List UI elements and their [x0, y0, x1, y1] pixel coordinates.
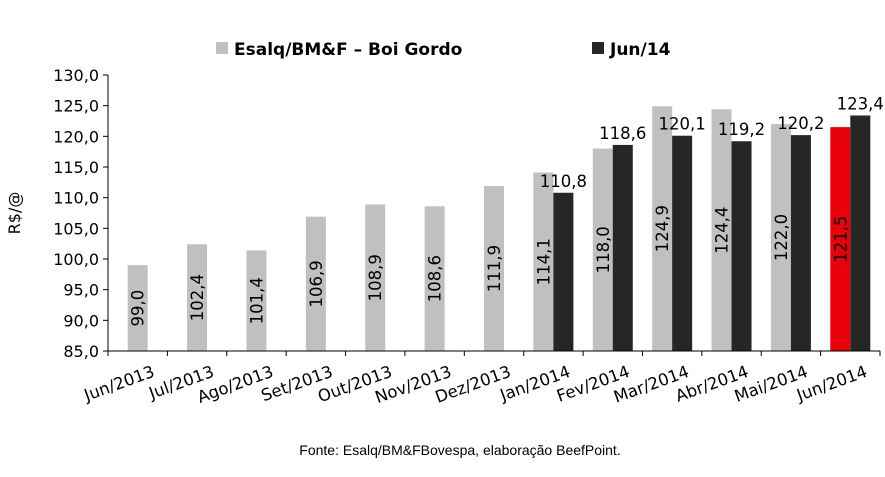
x-axis: Jun/2013Jul/2013Ago/2013Set/2013Out/2013… [81, 350, 881, 407]
bar-secondary [850, 115, 871, 351]
legend-swatch [216, 42, 228, 54]
bar-primary [592, 148, 613, 351]
y-tick-label: 100,0 [53, 250, 99, 269]
bar-primary [533, 172, 554, 351]
bar-primary-value-label: 99,0 [129, 290, 148, 327]
bar-secondary [672, 135, 693, 351]
bar-primary-value-label: 108,6 [426, 255, 445, 302]
y-tick-label: 85,0 [63, 342, 99, 361]
legend-swatch [592, 42, 604, 54]
bar-secondary [731, 141, 752, 351]
bar-primary [830, 127, 851, 351]
y-tick-label: 95,0 [63, 281, 99, 300]
bar-primary-value-label: 101,4 [247, 277, 266, 324]
bar-primary [246, 250, 267, 351]
bar-primary [770, 124, 791, 351]
bar-primary [127, 265, 148, 351]
y-tick-label: 105,0 [53, 219, 99, 238]
bar-primary-value-label: 124,9 [653, 205, 672, 252]
bar-primary-value-label: 111,9 [485, 245, 504, 292]
bar-secondary [790, 135, 811, 351]
bar-primary-value-label: 108,9 [366, 254, 385, 301]
bar-secondary [612, 144, 633, 351]
bar-primary-value-label: 122,0 [772, 214, 791, 261]
bar-primary [424, 206, 445, 351]
bar-secondary-value-label: 110,8 [540, 172, 587, 191]
bar-secondary-value-label: 119,2 [718, 120, 765, 139]
bar-secondary-value-label: 120,2 [777, 114, 824, 133]
y-axis: 85,0 90,0 95,0 100,0 105,0 110,0 115,0 120,0 125… [53, 66, 109, 361]
legend-label: Jun/14 [609, 40, 671, 60]
bar-primary-value-label: 102,4 [188, 274, 207, 321]
y-tick-label: 90,0 [63, 311, 99, 330]
bar-primary [484, 186, 504, 351]
y-tick-label: 120,0 [53, 127, 99, 146]
source-note: Fonte: Esalq/BM&FBovespa, elaboração Bee… [299, 442, 620, 458]
legend: Esalq/BM&F – Boi Gordo Jun/14 [216, 40, 671, 60]
legend-label: Esalq/BM&F – Boi Gordo [234, 40, 462, 60]
y-tick-label: 110,0 [53, 189, 99, 208]
y-axis-label: R$/@ [5, 192, 24, 235]
bar-primary-value-label: 106,9 [307, 260, 326, 307]
y-tick-label: 115,0 [53, 158, 99, 177]
bar-primary-value-label: 124,4 [713, 207, 732, 254]
bars: 99,0 102,4 101,4 106,9 108,9 108,6 111,9 114,1 1… [127, 94, 884, 351]
bar-primary [187, 244, 208, 351]
bar-secondary [553, 192, 574, 351]
bar-primary-value-label: 114,1 [534, 238, 553, 285]
bar-primary [305, 216, 326, 351]
y-tick-label: 125,0 [53, 97, 99, 116]
y-tick-label: 130,0 [53, 66, 99, 85]
bar-secondary-value-label: 118,6 [599, 124, 646, 143]
x-tick-label: Jun/2013 [81, 362, 157, 405]
bar-secondary-value-label: 123,4 [837, 94, 884, 113]
bar-primary [365, 204, 386, 351]
bar-primary [711, 109, 732, 351]
bar-primary-value-label: 118,0 [594, 226, 613, 273]
bar-secondary-value-label: 120,1 [659, 115, 706, 134]
bar-primary-value-label: 121,5 [831, 215, 850, 262]
bar-primary [652, 106, 673, 351]
